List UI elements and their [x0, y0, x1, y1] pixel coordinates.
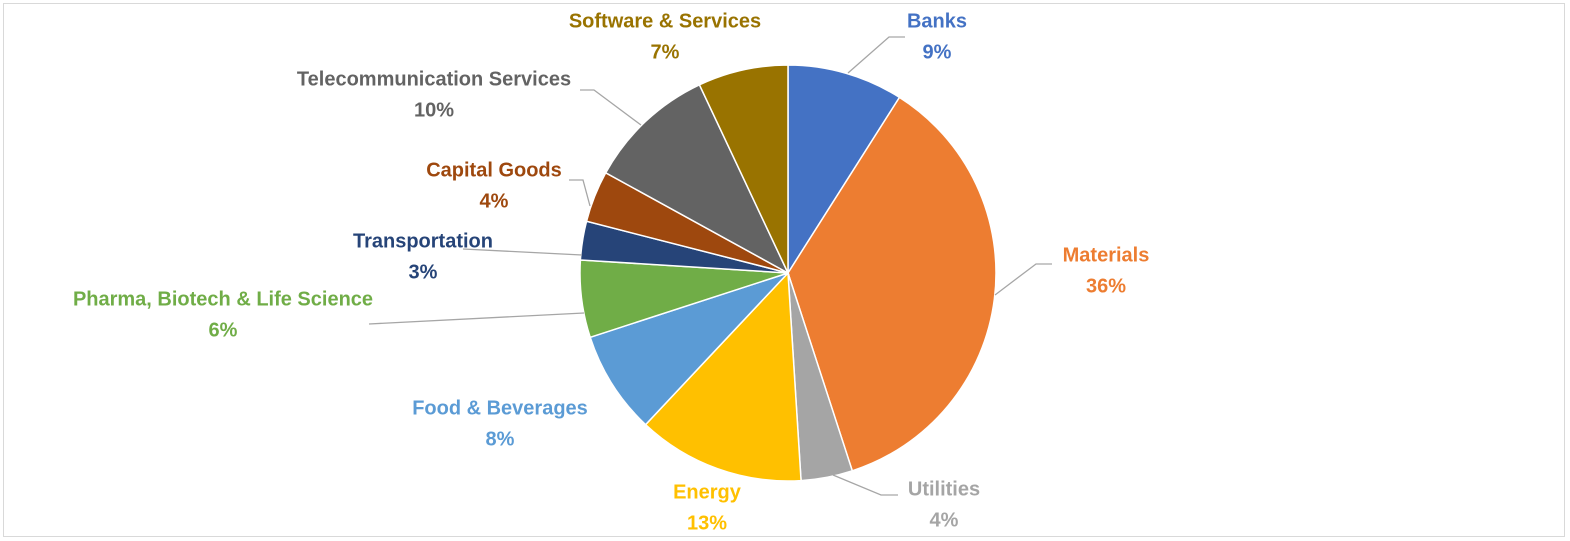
- slice-label-telecommunication-services: Telecommunication Services: [297, 68, 571, 90]
- slice-label-capital-goods: Capital Goods: [426, 159, 562, 181]
- slice-label-banks: Banks: [907, 10, 967, 32]
- leader-line-transportation: [462, 248, 583, 256]
- pie-slice-telecommunication-services: [604, 83, 790, 275]
- slice-value-banks: 9%: [923, 41, 952, 63]
- slice-label-food-beverages: Food & Beverages: [412, 397, 588, 419]
- pie-slice-food-beverages: [589, 272, 789, 426]
- pie-slice-software-services: [698, 64, 789, 274]
- slice-value-transportation: 3%: [409, 261, 438, 283]
- leader-line-pharma-biotech-life-science: [368, 312, 585, 325]
- slice-label-utilities: Utilities: [908, 478, 980, 500]
- slice-label-materials: Materials: [1063, 244, 1150, 266]
- slice-value-utilities: 4%: [930, 509, 959, 531]
- slice-value-telecommunication-services: 10%: [414, 99, 454, 121]
- slice-label-transportation: Transportation: [353, 230, 493, 252]
- slice-value-pharma-biotech-life-science: 6%: [209, 319, 238, 341]
- slice-label-software-services: Software & Services: [569, 10, 761, 32]
- slice-value-capital-goods: 4%: [480, 190, 509, 212]
- leader-line-capital-goods: [569, 179, 591, 207]
- slice-value-software-services: 7%: [651, 41, 680, 63]
- leader-line-utilities: [832, 474, 898, 496]
- pie-slice-materials: [787, 96, 997, 472]
- leader-line-materials: [994, 263, 1052, 296]
- leader-line-banks: [847, 36, 905, 74]
- slice-value-energy: 13%: [687, 512, 727, 534]
- slice-label-pharma-biotech-life-science: Pharma, Biotech & Life Science: [73, 288, 373, 310]
- leader-line-telecommunication-services: [580, 89, 642, 126]
- pie-slice-energy: [644, 271, 802, 482]
- pie-slice-banks: [787, 64, 901, 276]
- slice-value-food-beverages: 8%: [486, 428, 515, 450]
- slice-label-energy: Energy: [673, 481, 742, 503]
- slice-value-materials: 36%: [1086, 275, 1126, 297]
